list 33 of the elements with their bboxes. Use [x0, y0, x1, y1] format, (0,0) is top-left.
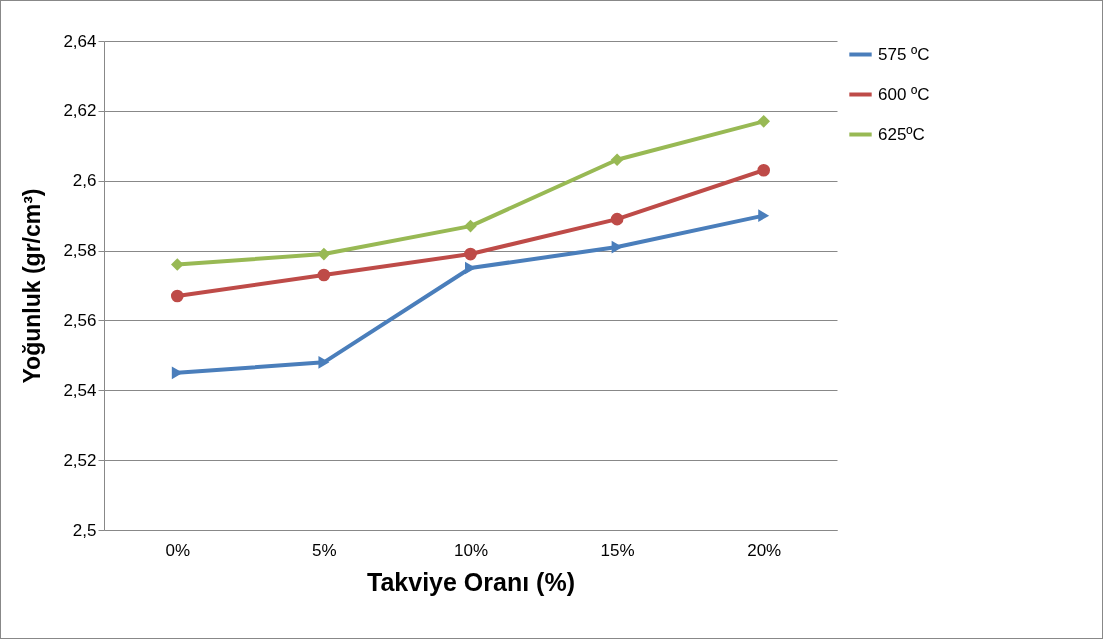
point	[610, 212, 624, 226]
y-tick-label: 2,58	[63, 241, 97, 261]
legend-label: 600 ºC	[878, 84, 930, 104]
point	[464, 219, 477, 233]
point	[611, 240, 623, 254]
legend-label: 625ºC	[878, 124, 925, 144]
point	[464, 247, 477, 261]
point	[317, 268, 331, 282]
x-tick-label: 15%	[600, 540, 635, 560]
y-tick-label: 2,54	[63, 380, 97, 400]
point	[757, 115, 771, 128]
y-tick-label: 2,62	[63, 101, 97, 121]
point	[171, 366, 183, 380]
x-tick-label: 10%	[453, 540, 489, 560]
point	[465, 261, 476, 275]
point	[758, 209, 770, 222]
y-axis-title: Yoğunluk (gr/cm³)	[19, 188, 46, 384]
point	[318, 356, 330, 369]
y-tick-label: 2,64	[63, 31, 97, 51]
y-tick-label: 2,52	[63, 450, 97, 470]
x-tick-label: 20%	[747, 540, 782, 560]
y-tick-label: 2,6	[72, 171, 97, 191]
point	[170, 289, 184, 303]
x-axis-title: Takviye Oranı (%)	[367, 567, 575, 596]
legend-label: 575 ºC	[878, 44, 930, 64]
point	[317, 247, 331, 261]
x-tick-label: 5%	[312, 540, 337, 560]
point	[610, 153, 624, 167]
y-tick-label: 2,56	[63, 310, 97, 330]
y-tick-label: 2,5	[72, 520, 97, 540]
point	[170, 258, 184, 271]
x-tick-label: 0%	[165, 540, 191, 560]
point	[757, 163, 771, 177]
